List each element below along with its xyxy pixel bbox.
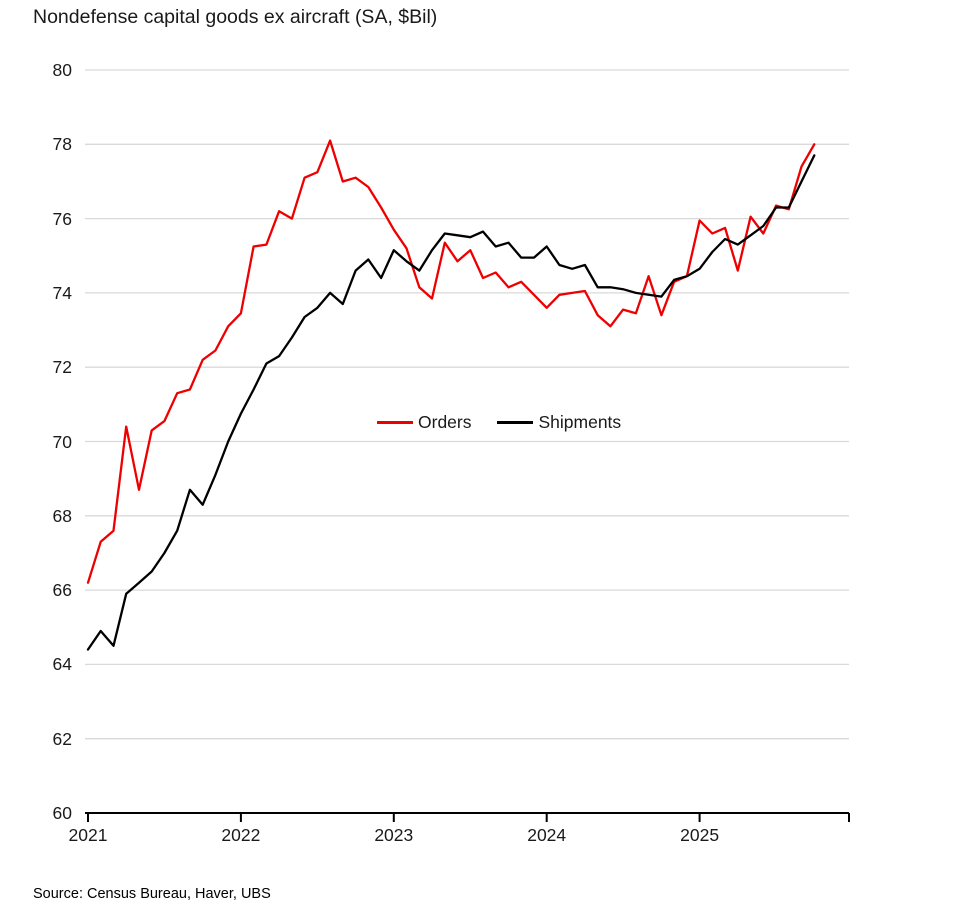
shipments-line-swatch — [497, 421, 534, 424]
y-axis-tick-label: 64 — [52, 654, 72, 675]
legend-item-shipments: Shipments — [497, 412, 621, 433]
source-note: Source: Census Bureau, Haver, UBS — [33, 886, 271, 902]
orders-line — [86, 139, 816, 584]
legend-label-orders: Orders — [418, 412, 472, 432]
y-axis-tick-label: 76 — [52, 208, 72, 229]
legend-item-orders: Orders — [377, 412, 471, 433]
x-axis-tick-label: 2021 — [68, 825, 108, 845]
y-axis-tick-label: 80 — [52, 60, 72, 80]
y-axis-tick-label: 62 — [52, 728, 72, 749]
shipments-line — [86, 154, 816, 651]
y-axis-tick-label: 74 — [52, 282, 72, 303]
page-title: Nondefense capital goods ex aircraft (SA… — [33, 6, 438, 28]
x-axis-tick-label: 2023 — [374, 825, 414, 845]
y-axis-tick-label: 72 — [52, 357, 72, 378]
y-axis-tick-label: 60 — [52, 803, 72, 823]
x-axis-tick-label: 2022 — [221, 825, 261, 845]
x-axis-tick-label: 2024 — [527, 825, 567, 845]
y-axis-tick-label: 68 — [52, 505, 72, 526]
y-axis-tick-label: 78 — [52, 134, 72, 155]
legend-label-shipments: Shipments — [538, 412, 622, 432]
y-axis-tick-label: 66 — [52, 580, 72, 601]
chart-legend: Orders Shipments — [377, 412, 621, 433]
x-axis-tick-label: 2025 — [680, 825, 720, 845]
y-axis-tick-label: 70 — [52, 431, 72, 452]
orders-line-swatch — [377, 421, 413, 424]
